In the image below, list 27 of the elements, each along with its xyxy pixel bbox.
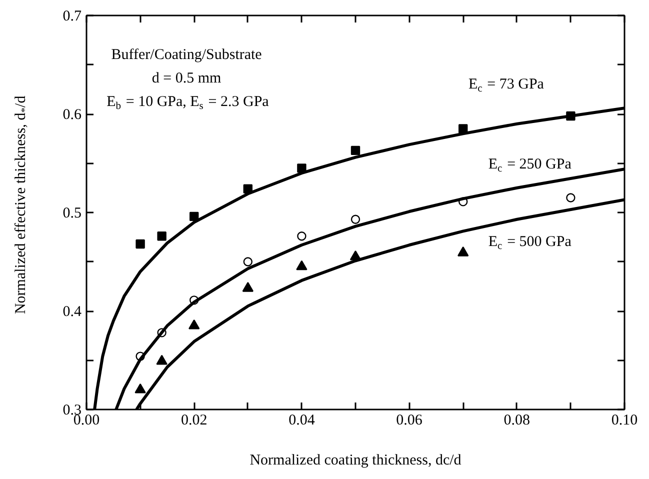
x-tick-label: 0.06 (396, 412, 423, 428)
y-tick-label: 0.6 (62, 107, 82, 123)
point (296, 260, 308, 270)
point (136, 239, 145, 249)
annotation: d = 0.5 mm (152, 70, 222, 87)
point (134, 383, 146, 394)
point (157, 232, 166, 241)
y-tick-label: 0.4 (62, 304, 82, 320)
point (297, 232, 306, 241)
point (566, 193, 576, 202)
point (350, 146, 360, 156)
x-tick-label: 0.10 (611, 412, 638, 428)
point (243, 257, 252, 266)
y-axis-title: Normalized effective thickness, d*/d (12, 95, 31, 314)
y-tick-label: 0.5 (62, 206, 82, 222)
point (350, 214, 360, 224)
x-tick-label: 0.04 (288, 412, 316, 428)
y-tick-label: 0.7 (62, 8, 82, 24)
point (297, 164, 306, 173)
point (156, 354, 168, 365)
x-tick-label: 0.08 (504, 412, 530, 428)
x-axis-title: Normalized coating thickness, dc/d (250, 452, 462, 468)
x-tick-label: 0.02 (180, 412, 208, 428)
annotation: Buffer/Coating/Substrate (111, 46, 262, 63)
point (188, 319, 200, 330)
point (242, 282, 254, 292)
point (458, 246, 469, 256)
